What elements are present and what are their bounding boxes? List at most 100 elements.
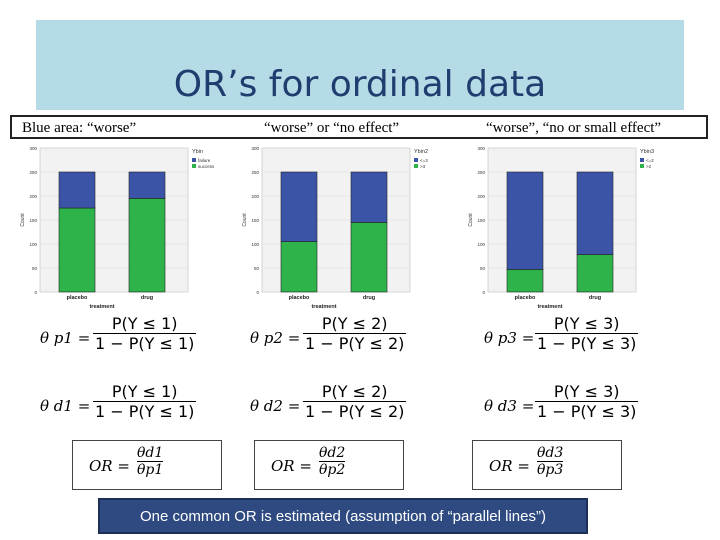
frac-p2-den: 1 − P(Y ≤ 2) xyxy=(303,333,407,353)
frac-p3-den: 1 − P(Y ≤ 3) xyxy=(535,333,639,353)
or-label-2: OR = xyxy=(271,457,312,475)
bar-<=3-placebo xyxy=(280,171,318,242)
x-axis-label: treatment xyxy=(311,304,336,310)
y-tick-label: 50 xyxy=(254,266,260,271)
y-tick-label: 250 xyxy=(29,170,37,175)
x-tick-label: placebo xyxy=(67,295,88,301)
or-frac-1: θd1 θp1 xyxy=(137,445,164,478)
y-tick-label: 200 xyxy=(477,194,485,199)
or-num-1: θd1 xyxy=(137,445,164,461)
x-axis-label: treatment xyxy=(89,304,114,310)
frac-p2: P(Y ≤ 2) 1 − P(Y ≤ 2) xyxy=(303,314,407,353)
x-tick-label: placebo xyxy=(289,295,310,301)
theta-p2-label: θ p2 = xyxy=(250,329,301,347)
frac-d3-num: P(Y ≤ 3) xyxy=(553,382,620,401)
legend-swatch xyxy=(414,164,418,168)
or-den-3: θp3 xyxy=(537,461,564,478)
legend-label: failure xyxy=(198,158,211,163)
legend-swatch xyxy=(640,158,644,162)
chart-3-svg: 300 250 200 150 100 50 0 Count placebo drug treatm… xyxy=(468,146,654,310)
x-tick-label: drug xyxy=(141,295,153,301)
footer-text: One common OR is estimated (assumption o… xyxy=(140,508,546,525)
frac-p1: P(Y ≤ 1) 1 − P(Y ≤ 1) xyxy=(93,314,197,353)
y-tick-label: 150 xyxy=(29,218,37,223)
legend-label: success xyxy=(198,164,215,169)
or-box-3: OR = θd3 θp3 xyxy=(472,440,622,490)
y-tick-label: 300 xyxy=(477,146,485,151)
bar->2-drug xyxy=(576,254,614,293)
y-tick-label: 100 xyxy=(29,242,37,247)
y-tick-label: 300 xyxy=(251,146,259,151)
bar-success-drug xyxy=(128,198,166,293)
or-num-3: θd3 xyxy=(537,445,564,461)
y-tick-label: 50 xyxy=(480,266,486,271)
x-tick-label: drug xyxy=(589,295,601,301)
bar-failure-drug xyxy=(128,171,166,199)
frac-d1-num: P(Y ≤ 1) xyxy=(111,382,178,401)
frac-p3: P(Y ≤ 3) 1 − P(Y ≤ 3) xyxy=(535,314,639,353)
or-box-2: OR = θd2 θp2 xyxy=(254,440,404,490)
theta-d2-label: θ d2 = xyxy=(250,397,301,415)
frac-d2: P(Y ≤ 2) 1 − P(Y ≤ 2) xyxy=(303,382,407,421)
y-tick-label: 100 xyxy=(477,242,485,247)
or-label-1: OR = xyxy=(89,457,130,475)
y-tick-label: 0 xyxy=(34,290,37,295)
bar->2-placebo xyxy=(506,269,544,293)
y-tick-label: 150 xyxy=(251,218,259,223)
x-tick-label: drug xyxy=(363,295,375,301)
chart-3: 300 250 200 150 100 50 0 Count placebo drug treatm… xyxy=(464,140,686,312)
slide-title: OR’s for ordinal data xyxy=(173,64,547,105)
frac-p2-num: P(Y ≤ 2) xyxy=(321,314,388,333)
label-3: “worse”, “no or small effect” xyxy=(486,120,662,136)
legend-label: <=2 xyxy=(646,158,654,163)
x-axis-label: treatment xyxy=(537,304,562,310)
legend-swatch xyxy=(192,164,196,168)
bar->3-placebo xyxy=(280,241,318,293)
chart-1: 300 250 200 150 100 50 0 Count placebo drug treatm… xyxy=(16,140,238,312)
or-frac-3: θd3 θp3 xyxy=(537,445,564,478)
legend-swatch xyxy=(192,158,196,162)
y-tick-label: 200 xyxy=(29,194,37,199)
frac-d3-den: 1 − P(Y ≤ 3) xyxy=(535,401,639,421)
or-num-2: θd2 xyxy=(319,445,346,461)
bar->3-drug xyxy=(350,222,388,293)
frac-d2-den: 1 − P(Y ≤ 2) xyxy=(303,401,407,421)
theta-p1-label: θ p1 = xyxy=(40,329,91,347)
legend-title: Ybin2 xyxy=(414,149,428,155)
or-box-1: OR = θd1 θp1 xyxy=(72,440,222,490)
frac-d3: P(Y ≤ 3) 1 − P(Y ≤ 3) xyxy=(535,382,639,421)
label-bar: Blue area: “worse” “worse” or “no effect… xyxy=(10,115,708,139)
label-1: Blue area: “worse” xyxy=(22,120,137,136)
legend-title: Ybin3 xyxy=(640,149,654,155)
theta-p3-label: θ p3 = xyxy=(484,329,535,347)
y-axis-label: Count xyxy=(468,213,474,227)
y-tick-label: 300 xyxy=(29,146,37,151)
legend-label: <=3 xyxy=(420,158,428,163)
frac-d2-num: P(Y ≤ 2) xyxy=(321,382,388,401)
y-tick-label: 50 xyxy=(32,266,38,271)
bar-success-placebo xyxy=(58,207,96,293)
bar-<=2-placebo xyxy=(506,171,544,270)
theta-d1-label: θ d1 = xyxy=(40,397,91,415)
chart-2: 300 250 200 150 100 50 0 Count placebo drug treatm… xyxy=(238,140,460,312)
or-den-1: θp1 xyxy=(137,461,164,478)
y-tick-label: 250 xyxy=(477,170,485,175)
legend-swatch xyxy=(414,158,418,162)
chart-1-svg: 300 250 200 150 100 50 0 Count placebo drug treatm… xyxy=(20,146,215,310)
legend-label: >2 xyxy=(646,164,652,169)
bar-<=3-drug xyxy=(350,171,388,223)
bar-<=2-drug xyxy=(576,171,614,255)
chart-2-svg: 300 250 200 150 100 50 0 Count placebo drug treatm… xyxy=(242,146,428,310)
y-axis-label: Count xyxy=(242,213,248,227)
y-tick-label: 0 xyxy=(482,290,485,295)
bar-failure-placebo xyxy=(58,171,96,209)
y-tick-label: 100 xyxy=(251,242,259,247)
or-den-2: θp2 xyxy=(319,461,346,478)
y-tick-label: 200 xyxy=(251,194,259,199)
label-2: “worse” or “no effect” xyxy=(264,120,400,136)
y-tick-label: 150 xyxy=(477,218,485,223)
frac-p3-num: P(Y ≤ 3) xyxy=(553,314,620,333)
y-tick-label: 0 xyxy=(256,290,259,295)
y-axis-label: Count xyxy=(20,213,26,227)
or-label-3: OR = xyxy=(489,457,530,475)
